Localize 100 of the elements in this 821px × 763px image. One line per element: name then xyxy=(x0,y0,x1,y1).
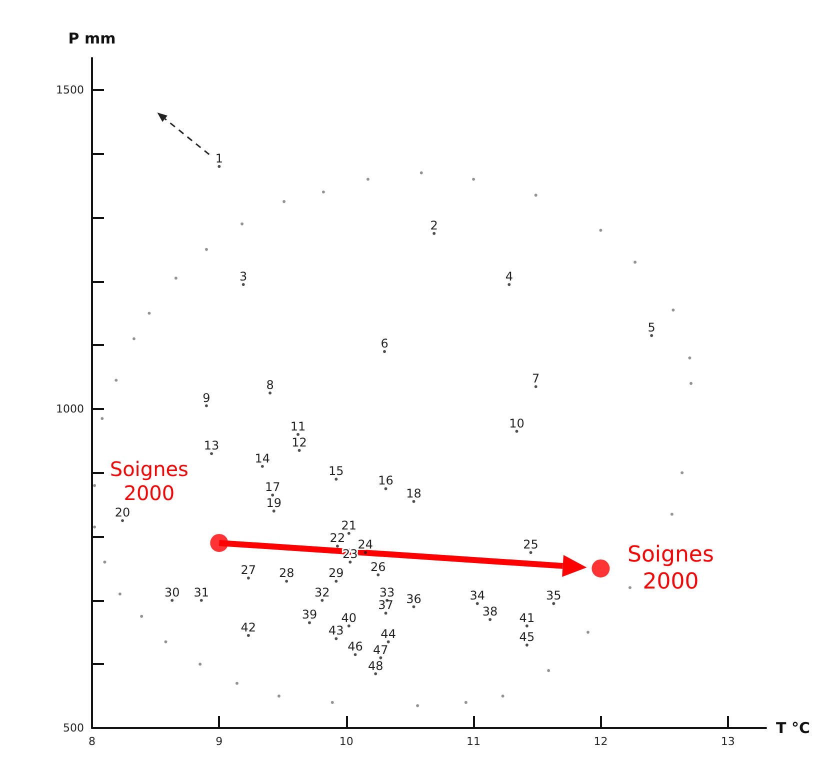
y-tick-label: 500 xyxy=(63,722,84,734)
x-tick-label: 11 xyxy=(466,735,481,748)
annotation: 29 xyxy=(328,566,344,580)
annotation: 19 xyxy=(266,496,282,510)
point xyxy=(308,621,311,624)
point xyxy=(592,559,610,578)
point xyxy=(525,624,528,628)
annotation: 15 xyxy=(328,464,344,478)
point xyxy=(277,694,280,698)
point xyxy=(204,248,208,251)
y-tick-label: 1000 xyxy=(56,402,84,416)
point xyxy=(366,178,370,181)
point xyxy=(628,586,632,590)
annotation: 39 xyxy=(302,608,318,622)
annotation: 42 xyxy=(240,620,256,634)
point xyxy=(412,605,416,608)
x-tick-label: 8 xyxy=(88,735,96,748)
point xyxy=(132,337,136,340)
annotation: 24 xyxy=(358,538,374,552)
annotation: 16 xyxy=(378,474,394,488)
point xyxy=(420,171,423,174)
annotation: 33 xyxy=(379,585,395,600)
point xyxy=(476,602,479,606)
point xyxy=(547,669,550,672)
annotation: 22 xyxy=(330,531,346,546)
annotation: 35 xyxy=(546,588,562,603)
annotation: 37 xyxy=(378,598,394,612)
point xyxy=(170,598,174,602)
annotation: 43 xyxy=(328,624,344,638)
point xyxy=(354,653,357,656)
point xyxy=(416,704,420,708)
point xyxy=(672,308,675,312)
point xyxy=(246,576,250,580)
point xyxy=(174,276,178,280)
point xyxy=(210,452,214,456)
point xyxy=(379,656,382,660)
annotation: 10 xyxy=(509,416,524,430)
y-axis-title: P mm xyxy=(68,30,116,48)
point xyxy=(432,232,436,235)
annotation: 7 xyxy=(532,372,540,386)
point xyxy=(210,534,228,552)
annotation: Soignes 2000 xyxy=(110,456,188,505)
annotation: 14 xyxy=(254,451,270,466)
point xyxy=(599,228,602,232)
point xyxy=(93,526,96,528)
annotation: 8 xyxy=(266,378,274,392)
point xyxy=(322,190,325,194)
annotation: 30 xyxy=(164,585,180,600)
point xyxy=(488,618,492,622)
point xyxy=(347,532,350,535)
annotation: 38 xyxy=(482,604,498,619)
annotation: 41 xyxy=(519,610,535,625)
x-tick-label: 9 xyxy=(216,735,223,748)
point xyxy=(285,580,288,583)
annotation: 40 xyxy=(341,610,357,625)
point xyxy=(336,544,339,548)
point xyxy=(376,573,380,576)
x-tick-label: 13 xyxy=(720,735,735,748)
annotation: 31 xyxy=(194,585,210,600)
point xyxy=(508,283,511,286)
annotation: 47 xyxy=(373,642,388,657)
annotation: 5 xyxy=(648,320,656,335)
annotation: 9 xyxy=(202,390,210,405)
annotation: 46 xyxy=(348,640,363,654)
annotation: 3 xyxy=(240,270,248,284)
point xyxy=(282,200,286,204)
point xyxy=(204,404,208,408)
point xyxy=(534,194,538,197)
point xyxy=(690,382,693,385)
x-axis-title: T °C xyxy=(776,719,810,737)
point xyxy=(200,598,203,602)
point xyxy=(121,519,124,522)
x-tick-label: 12 xyxy=(594,735,608,748)
point xyxy=(525,644,528,647)
point xyxy=(412,500,416,503)
point xyxy=(198,662,202,666)
point xyxy=(218,164,221,168)
annotation: Soignes 2000 xyxy=(627,542,714,594)
point xyxy=(246,634,250,637)
x-tick-label: 10 xyxy=(339,735,354,748)
point xyxy=(240,222,244,226)
point xyxy=(348,560,352,564)
annotation: 21 xyxy=(341,518,357,532)
annotation: 48 xyxy=(368,658,384,673)
point xyxy=(688,356,692,360)
point xyxy=(320,598,324,602)
annotation: 25 xyxy=(523,538,538,552)
point xyxy=(680,471,684,474)
annotation: 12 xyxy=(292,435,307,450)
annotation: 26 xyxy=(370,560,386,574)
point xyxy=(93,484,96,488)
annotation: 36 xyxy=(406,592,422,606)
point xyxy=(272,510,276,513)
annotation: 6 xyxy=(380,336,388,351)
point xyxy=(384,612,388,615)
annotation: 45 xyxy=(519,630,535,644)
point xyxy=(472,178,476,181)
point xyxy=(534,385,538,388)
annotation: 27 xyxy=(240,563,256,578)
annotation: 11 xyxy=(290,419,306,434)
